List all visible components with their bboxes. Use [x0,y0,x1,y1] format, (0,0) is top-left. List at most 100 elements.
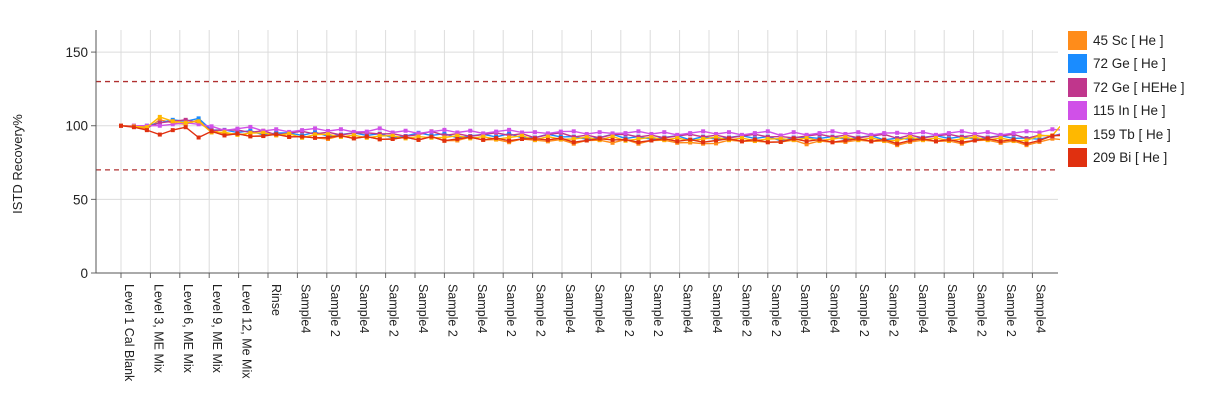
data-point[interactable] [403,128,408,133]
data-point[interactable] [507,133,512,138]
data-point[interactable] [209,124,214,129]
data-point[interactable] [442,133,447,138]
data-point[interactable] [507,135,512,140]
data-point[interactable] [610,134,615,139]
legend-item[interactable]: 115 In [ He ] [1068,101,1208,121]
data-point[interactable] [895,130,900,135]
data-point[interactable] [325,129,330,134]
data-point[interactable] [726,130,731,135]
data-point[interactable] [882,137,887,142]
data-point[interactable] [959,136,964,141]
data-point[interactable] [1024,136,1029,141]
data-point[interactable] [791,136,796,141]
data-point[interactable] [714,135,719,140]
data-point[interactable] [222,133,227,138]
data-point[interactable] [351,129,356,134]
data-point[interactable] [1050,136,1055,141]
data-point[interactable] [972,131,977,136]
data-point[interactable] [675,136,680,141]
data-point[interactable] [752,137,757,142]
data-point[interactable] [921,130,926,135]
data-point[interactable] [895,141,900,146]
data-point[interactable] [520,130,525,135]
data-point[interactable] [972,135,977,140]
data-point[interactable] [959,134,964,139]
data-point[interactable] [946,131,951,136]
legend-item[interactable]: 159 Tb [ He ] [1068,124,1208,144]
data-point[interactable] [157,120,162,125]
data-point[interactable] [481,137,486,142]
data-point[interactable] [843,135,848,140]
data-point[interactable] [830,134,835,139]
data-point[interactable] [998,132,1003,137]
data-point[interactable] [791,130,796,135]
data-point[interactable] [455,133,460,138]
data-point[interactable] [442,127,447,132]
data-point[interactable] [377,126,382,131]
data-point[interactable] [416,131,421,136]
legend-item[interactable]: 72 Ge [ He ] [1068,54,1208,74]
data-point[interactable] [1050,127,1055,132]
data-point[interactable] [157,117,162,122]
data-point[interactable] [429,129,434,134]
data-point[interactable] [325,135,330,140]
data-point[interactable] [235,131,240,136]
data-point[interactable] [959,129,964,134]
data-point[interactable] [248,134,253,139]
data-point[interactable] [196,135,201,140]
data-point[interactable] [183,120,188,125]
data-point[interactable] [455,130,460,135]
data-point[interactable] [1024,138,1029,143]
data-point[interactable] [636,129,641,134]
data-point[interactable] [972,138,977,143]
data-point[interactable] [377,134,382,139]
data-point[interactable] [804,136,809,141]
data-point[interactable] [921,136,926,141]
data-point[interactable] [287,134,292,139]
data-point[interactable] [778,133,783,138]
data-point[interactable] [946,137,951,142]
data-point[interactable] [416,137,421,142]
data-point[interactable] [571,140,576,145]
data-point[interactable] [261,134,266,139]
data-point[interactable] [856,130,861,135]
data-point[interactable] [209,129,214,134]
data-point[interactable] [1011,137,1016,142]
data-point[interactable] [623,131,628,136]
data-point[interactable] [908,135,913,140]
data-point[interactable] [248,124,253,129]
data-point[interactable] [985,130,990,135]
data-point[interactable] [196,119,201,124]
data-point[interactable] [377,137,382,142]
data-point[interactable] [222,130,227,135]
data-point[interactable] [1037,138,1042,143]
data-point[interactable] [895,136,900,141]
data-point[interactable] [895,138,900,143]
data-point[interactable] [830,140,835,145]
data-point[interactable] [157,132,162,137]
data-point[interactable] [701,129,706,134]
data-point[interactable] [752,131,757,136]
data-point[interactable] [636,134,641,139]
data-point[interactable] [1024,129,1029,134]
data-point[interactable] [636,136,641,141]
data-point[interactable] [856,136,861,141]
data-point[interactable] [545,137,550,142]
data-point[interactable] [196,122,201,127]
legend-item[interactable]: 45 Sc [ He ] [1068,30,1208,50]
data-point[interactable] [597,130,602,135]
data-point[interactable] [545,131,550,136]
data-point[interactable] [248,131,253,136]
data-point[interactable] [804,132,809,137]
data-point[interactable] [584,138,589,143]
data-point[interactable] [675,132,680,137]
data-point[interactable] [636,140,641,145]
data-point[interactable] [481,131,486,136]
data-point[interactable] [597,136,602,141]
data-point[interactable] [869,136,874,141]
data-point[interactable] [649,131,654,136]
data-point[interactable] [662,136,667,141]
data-point[interactable] [481,134,486,139]
data-point[interactable] [959,140,964,145]
data-point[interactable] [235,126,240,131]
